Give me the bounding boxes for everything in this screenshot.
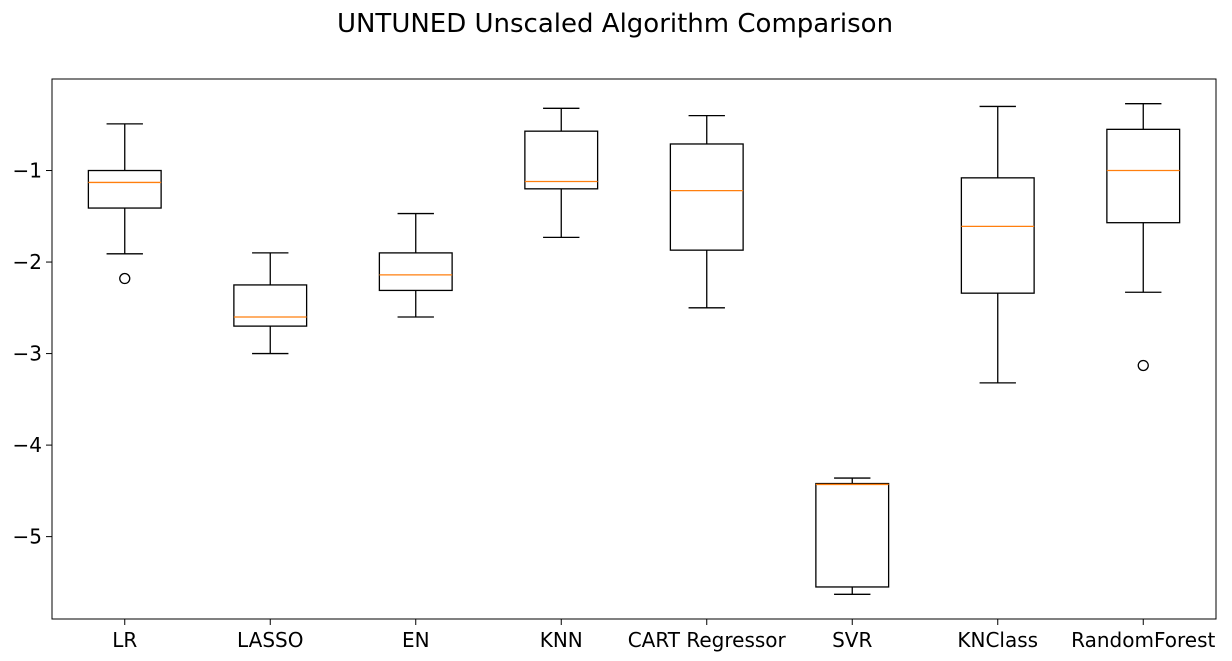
x-tick-label: KNClass (957, 628, 1038, 652)
box-cart-regressor (669, 114, 744, 309)
iqr-box (960, 177, 1035, 294)
iqr-box (233, 284, 308, 327)
iqr-box (378, 252, 453, 292)
y-tick-label: −5 (13, 525, 42, 549)
x-tick-label: LASSO (237, 628, 303, 652)
box-knn (524, 107, 599, 238)
box-lr (87, 123, 162, 285)
box-svr (815, 477, 890, 595)
plot-area-frame (51, 78, 1217, 620)
box-knclass (960, 105, 1035, 384)
y-tick-label: −4 (13, 433, 42, 457)
iqr-box (87, 169, 162, 209)
outlier-point (1137, 359, 1149, 372)
iqr-box (524, 130, 599, 190)
x-tick-label: LR (112, 628, 137, 652)
x-tick-label: KNN (540, 628, 583, 652)
box-randomforest (1106, 103, 1181, 372)
y-tick-label: −1 (13, 159, 42, 183)
x-tick-label: EN (402, 628, 430, 652)
x-axis: LR LASSO EN KNN CART Regressor SVR KNClass Rand… (112, 619, 1215, 652)
iqr-box (1106, 128, 1181, 224)
y-tick-label: −2 (13, 250, 42, 274)
box-series (87, 103, 1181, 595)
box-en (378, 212, 453, 318)
y-axis: −1 −2 −3 −4 −5 (13, 159, 52, 549)
box-lasso (233, 252, 308, 355)
iqr-box (669, 143, 744, 251)
x-tick-label: RandomForest (1071, 628, 1215, 652)
outlier-point (119, 272, 131, 285)
x-tick-label: SVR (832, 628, 872, 652)
x-tick-label: CART Regressor (628, 628, 787, 652)
iqr-box (815, 482, 890, 588)
chart-title: UNTUNED Unscaled Algorithm Comparison (337, 9, 893, 39)
y-tick-label: −3 (13, 342, 42, 366)
